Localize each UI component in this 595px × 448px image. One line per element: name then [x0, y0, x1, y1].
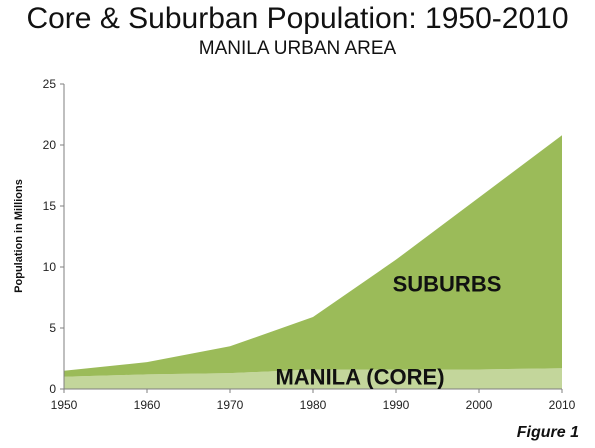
x-tick-label: 2010	[549, 398, 576, 412]
chart-subtitle: MANILA URBAN AREA	[198, 38, 397, 59]
x-tick-label: 1990	[383, 398, 410, 412]
area-label-core: MANILA (CORE)	[275, 364, 444, 389]
x-tick-label: 1950	[51, 398, 78, 412]
area-series-0	[64, 368, 562, 389]
chart-title: Core & Suburban Population: 1950-2010	[26, 2, 569, 35]
area-label-suburbs: SUBURBS	[393, 271, 502, 296]
area-series-1	[64, 135, 562, 377]
x-tick-label: 1970	[217, 398, 244, 412]
y-tick-label: 10	[43, 260, 57, 274]
y-tick-label: 20	[43, 138, 57, 152]
x-tick-label: 1960	[134, 398, 161, 412]
x-tick-label: 2000	[466, 398, 493, 412]
y-tick-label: 15	[43, 199, 57, 213]
x-tick-label: 1980	[300, 398, 327, 412]
y-tick-label: 5	[49, 321, 56, 335]
figure-label: Figure 1	[516, 424, 579, 441]
y-tick-label: 0	[49, 382, 56, 396]
y-tick-label: 25	[43, 77, 57, 91]
y-axis-label: Population in Millions	[13, 179, 25, 293]
